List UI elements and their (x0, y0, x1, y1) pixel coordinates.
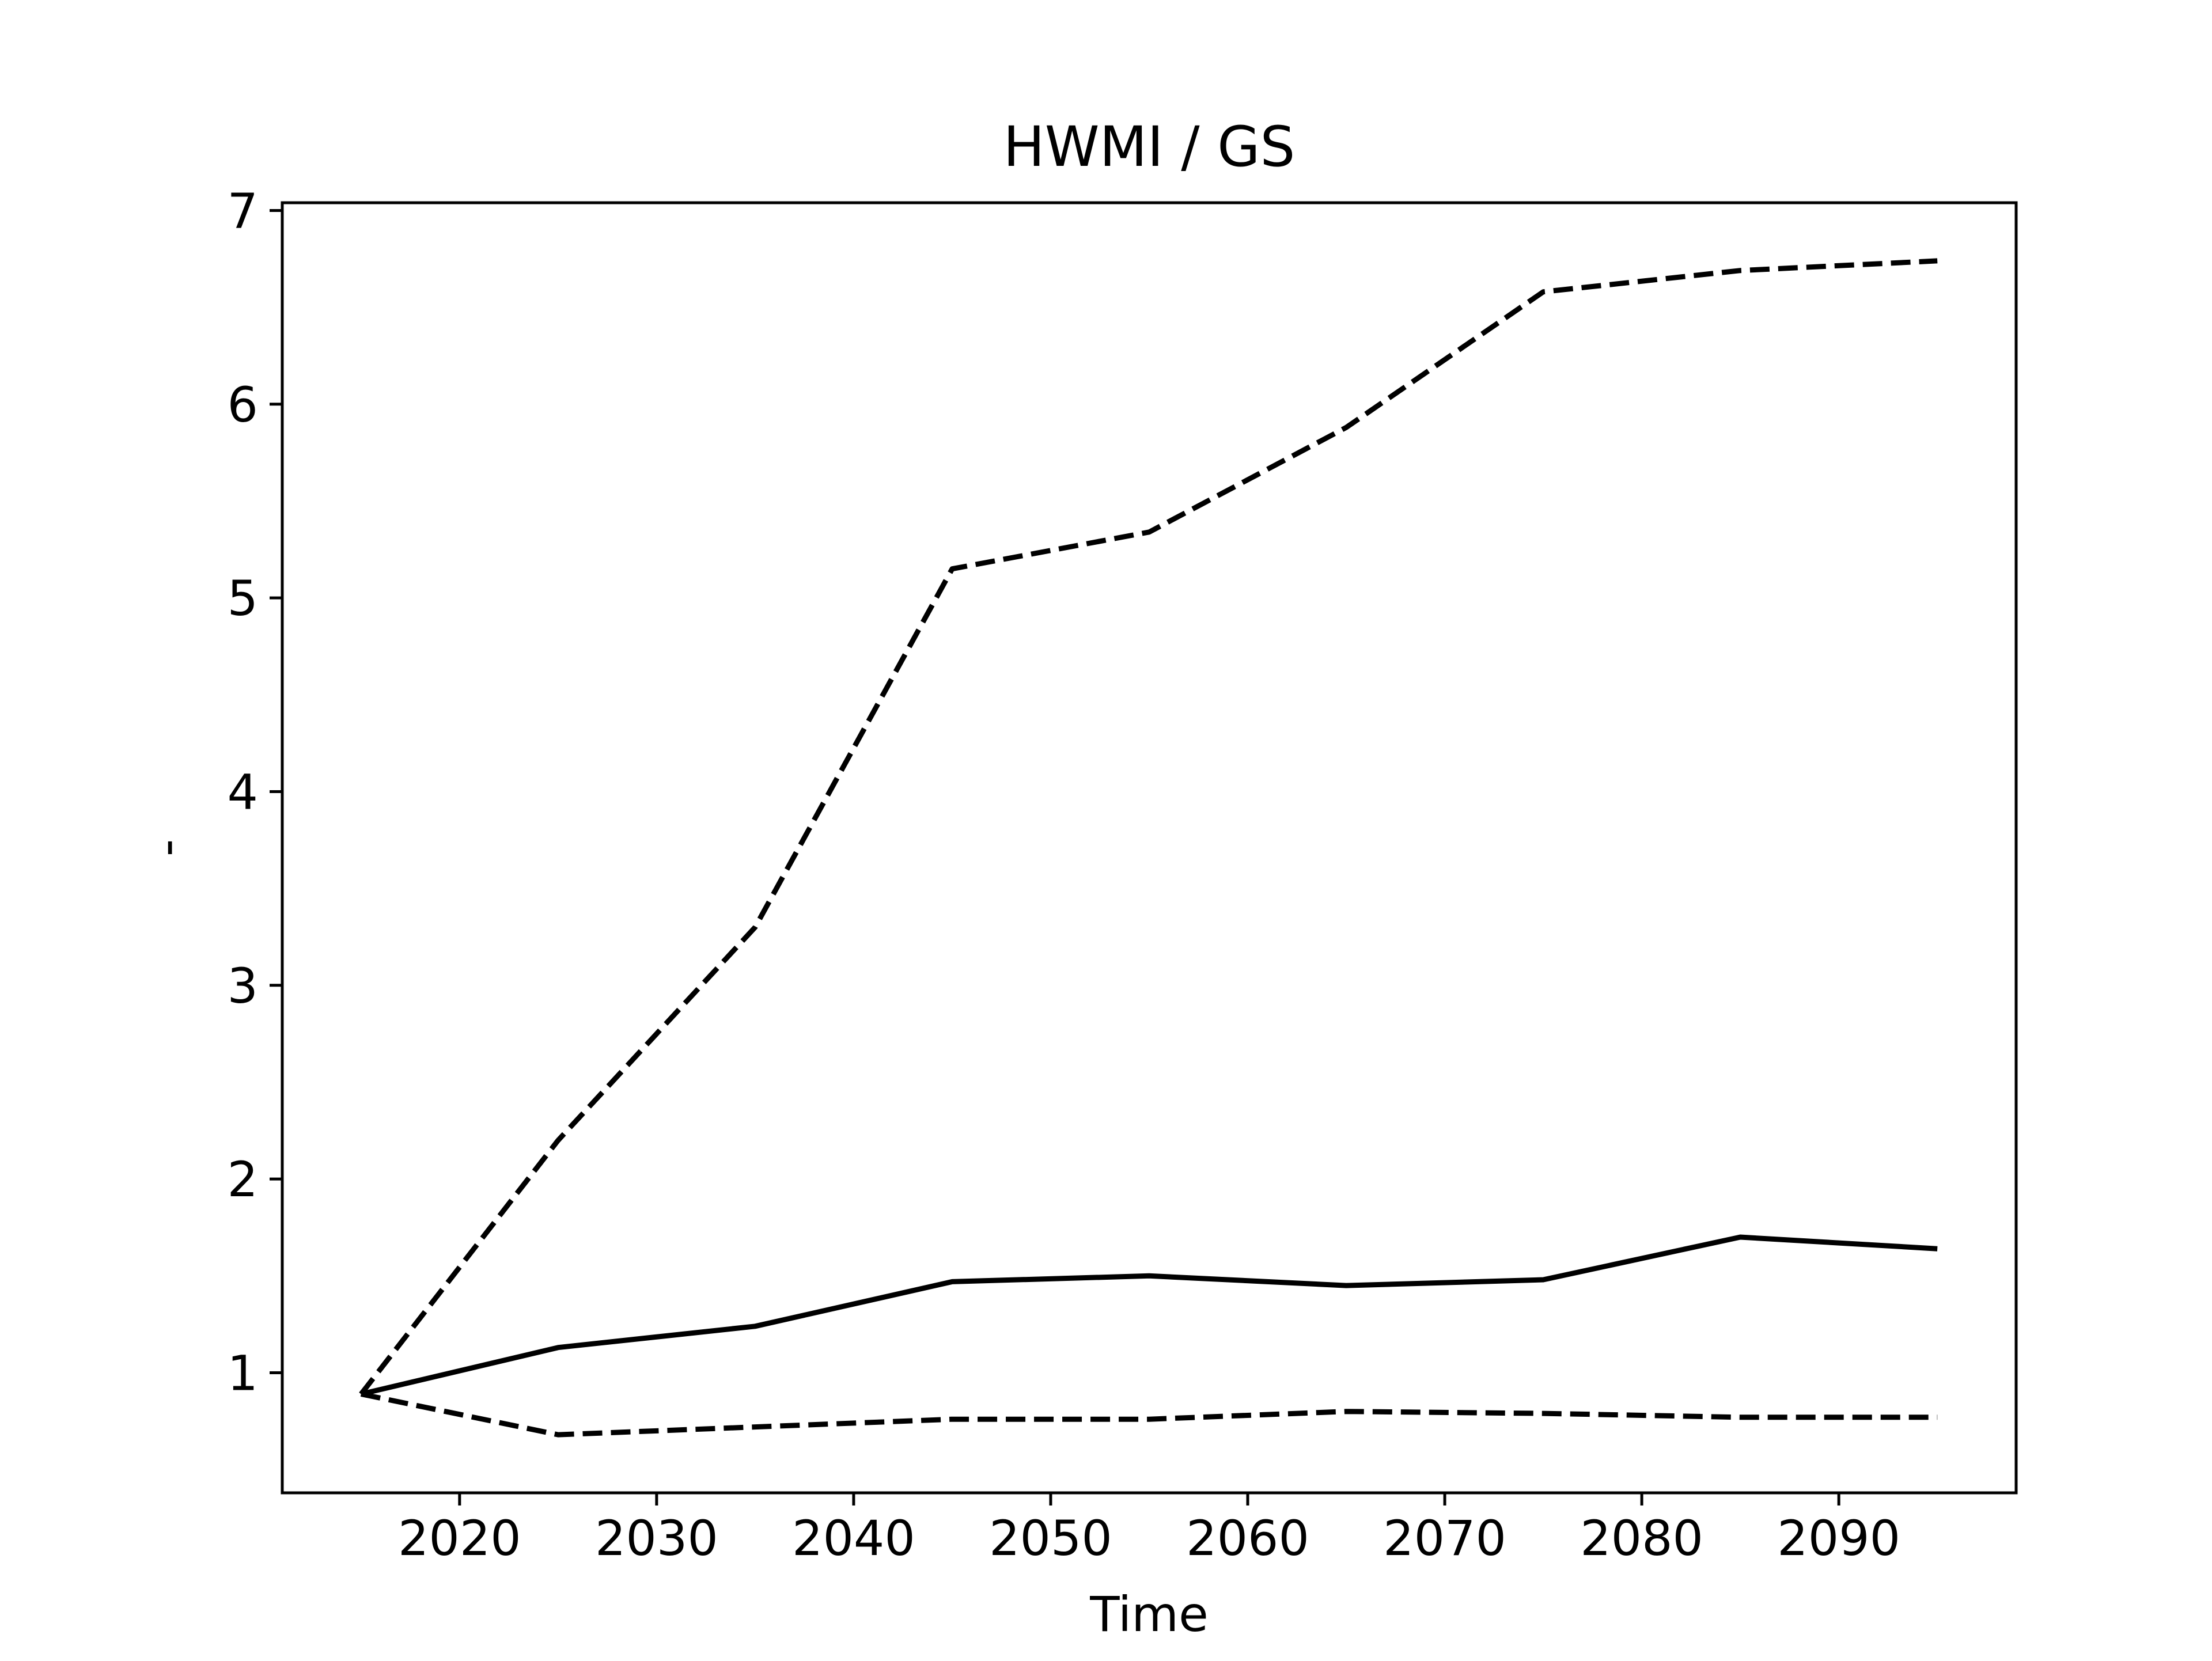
y-tick-label: 1 (228, 1345, 258, 1401)
series-line-3 (360, 1391, 1938, 1438)
x-tick-label: 2090 (1777, 1510, 1900, 1567)
y-tick-label: 4 (228, 764, 258, 820)
x-tick-label: 2080 (1580, 1510, 1703, 1567)
plot-frame (281, 201, 2018, 1495)
chart-title: HWMI / GS (1003, 115, 1296, 179)
y-tick-label: 5 (228, 570, 258, 627)
x-tick-label: 2050 (989, 1510, 1112, 1567)
series-line-1 (360, 1234, 1938, 1397)
y-tick-label: 6 (228, 377, 258, 433)
y-axis-label: - (138, 839, 195, 856)
x-axis-label: Time (1089, 1586, 1209, 1643)
series-layer (359, 258, 1938, 1438)
y-tick-label: 3 (228, 958, 258, 1014)
y-axis: 1 2 3 4 5 6 7 (228, 183, 282, 1401)
x-tick-label: 2060 (1186, 1510, 1309, 1567)
series-line-2 (359, 258, 1938, 1396)
x-tick-label: 2030 (595, 1510, 718, 1567)
x-tick-label: 2040 (792, 1510, 915, 1567)
y-tick-label: 7 (228, 183, 258, 239)
x-axis: 2020 2030 2040 2050 2060 2070 2080 2090 (398, 1493, 1900, 1567)
x-tick-label: 2070 (1383, 1510, 1506, 1567)
y-tick-label: 2 (228, 1151, 258, 1208)
x-tick-label: 2020 (398, 1510, 521, 1567)
